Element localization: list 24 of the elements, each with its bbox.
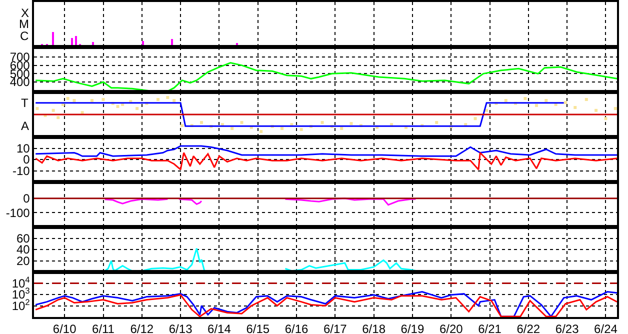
text: C — [20, 29, 29, 43]
y-tick-label: -100 — [6, 206, 30, 220]
text: X — [21, 6, 30, 20]
x-tick-label: 6/13 — [168, 322, 193, 334]
x-tick-label: 6/18 — [362, 322, 386, 334]
x-tick-label: 6/14 — [208, 322, 232, 334]
x-tick-label: 6/23 — [555, 322, 580, 334]
text: M — [19, 17, 29, 31]
x-tick-label: 6/21 — [478, 322, 502, 334]
y-tick-label: 60 — [16, 231, 30, 246]
y-tick-label: 10 — [16, 141, 30, 156]
text: T — [21, 96, 29, 110]
x-tick-label: 6/10 — [52, 322, 77, 334]
text: A — [21, 119, 30, 133]
x-tick-label: 6/19 — [400, 322, 424, 334]
x-tick-label: 6/15 — [246, 322, 270, 334]
x-tick-label: 6/17 — [323, 322, 348, 334]
x-tick-label: 6/11 — [92, 322, 115, 334]
x-tick-label: 6/20 — [439, 322, 464, 334]
x-tick-label: 6/12 — [130, 322, 154, 334]
x-tick-label: 6/22 — [516, 322, 540, 334]
y-tick-label: 0 — [23, 192, 30, 206]
x-tick-label: 6/24 — [594, 322, 618, 334]
x-tick-label: 6/16 — [284, 322, 309, 334]
